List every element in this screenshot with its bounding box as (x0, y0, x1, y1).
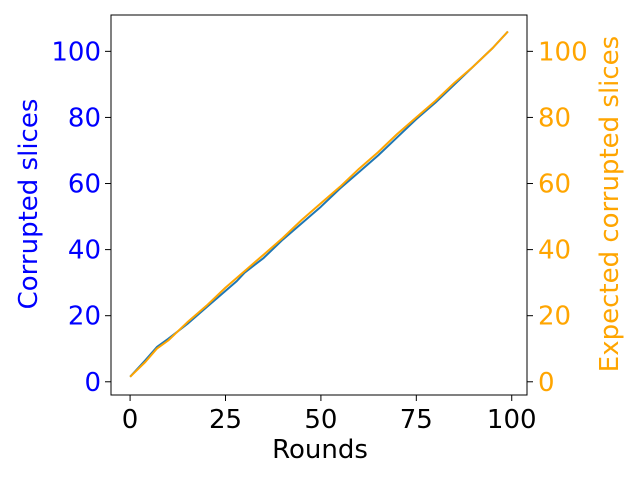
x-axis-title: Rounds (272, 435, 368, 465)
left-y-tick-label: 40 (68, 236, 101, 266)
left-y-tick-label: 60 (68, 170, 101, 200)
right-y-tick-label: 20 (538, 302, 571, 332)
x-tick-label: 25 (209, 405, 242, 435)
left-y-tick-label: 80 (68, 103, 101, 133)
left-y-tick-label: 20 (68, 302, 101, 332)
left-y-tick-label: 100 (51, 37, 101, 67)
right-y-tick-label: 40 (538, 236, 571, 266)
x-tick-label: 0 (122, 405, 139, 435)
right-y-axis-title: Expected corrupted slices (595, 36, 625, 372)
left-y-tick-label: 0 (84, 368, 101, 398)
x-tick-label: 50 (304, 405, 337, 435)
right-y-tick-label: 60 (538, 170, 571, 200)
expected-corrupted-slices-line (129, 30, 509, 378)
x-tick-label: 75 (400, 405, 433, 435)
right-y-tick-label: 100 (538, 37, 588, 67)
right-y-tick-label: 0 (538, 368, 555, 398)
x-tick-label: 100 (487, 405, 537, 435)
plot-frame (110, 14, 528, 396)
left-y-axis-title: Corrupted slices (14, 99, 44, 310)
series-layer (129, 30, 509, 378)
right-y-tick-label: 80 (538, 103, 571, 133)
